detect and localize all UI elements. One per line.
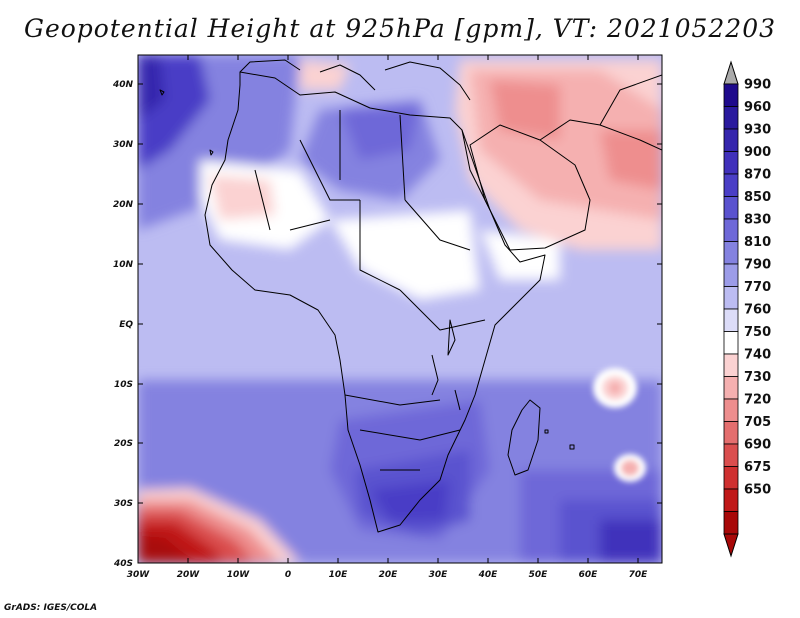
lon-label: 60E [579,570,599,580]
colorbar-level-label: 770 [744,280,771,295]
colorbar-level-label: 870 [744,168,771,183]
colorbar-swatch [723,263,739,287]
longitude-axis [187,55,639,563]
latitude-axis [138,83,662,504]
colorbar-top-arrow [723,60,739,85]
colorbar-bottom-arrow [723,533,739,558]
colorbar-level-label: 790 [744,258,771,273]
lon-label: 10W [227,570,251,580]
colorbar-swatch [723,398,739,422]
colorbar-level-label: 690 [744,438,771,453]
colorbar: 990 960 930 900 870 850 830 810 790 770 760 750 740 7… [723,60,771,558]
colorbar-level-label: 830 [744,213,771,228]
grads-credit: GrADS: IGES/COLA [4,603,98,613]
map-title: Geopotential Height at 925hPa [gpm], VT:… [23,14,777,43]
lon-label: 10E [329,570,349,580]
lat-label: EQ [119,320,133,330]
coastlines [159,59,662,533]
lon-label: 30W [127,570,151,580]
colorbar-swatch [723,443,739,467]
colorbar-swatch [723,151,739,175]
colorbar-swatch [723,353,739,377]
colorbar-level-label: 705 [744,415,771,430]
lat-label: 30S [114,499,133,509]
colorbar-level-label: 740 [744,348,771,363]
lon-label: 50E [529,570,549,580]
lon-label: 70E [629,570,649,580]
lat-label: 20S [114,439,133,449]
colorbar-swatch [723,466,739,490]
colorbar-swatch [723,83,739,107]
lat-label: 20N [113,200,134,210]
latitude-labels: 40N 30N 20N 10N EQ 10S 20S 30S 40S [112,80,134,569]
colorbar-level-label: 760 [744,303,771,318]
colorbar-level-label: 900 [744,145,771,160]
lon-label: 30E [429,570,449,580]
lon-label: 0 [285,570,291,580]
colorbar-swatch [723,488,739,512]
lon-label: 20W [177,570,201,580]
colorbar-level-label: 675 [744,460,771,475]
colorbar-swatch [723,421,739,445]
lat-label: 40S [113,559,133,569]
lat-label: 40N [112,80,134,90]
lat-label: 10N [113,260,134,270]
lat-label: 10S [114,380,133,390]
colorbar-swatch [723,286,739,310]
colorbar-level-label: 730 [744,370,771,385]
colorbar-swatch [723,196,739,220]
colorbar-swatch [723,173,739,197]
lon-label: 40E [478,570,499,580]
colorbar-swatch [723,511,739,535]
height-field [138,55,662,563]
colorbar-swatch [723,331,739,355]
lat-label: 30N [113,140,134,150]
colorbar-level-label: 850 [744,190,771,205]
colorbar-level-label: 810 [744,235,771,250]
colorbar-level-label: 720 [744,393,771,408]
colorbar-swatch [723,106,739,130]
colorbar-swatch [723,241,739,265]
colorbar-boxes [723,83,739,535]
colorbar-labels: 990 960 930 900 870 850 830 810 790 770 760 750 740 7… [744,78,771,498]
colorbar-level-label: 990 [744,78,771,93]
colorbar-swatch [723,128,739,152]
colorbar-level-label: 930 [744,123,771,138]
colorbar-swatch [723,376,739,400]
colorbar-level-label: 650 [744,483,771,498]
colorbar-swatch [723,308,739,332]
map-frame [137,54,663,564]
longitude-labels: 30W 20W 10W 0 10E 20E 30E 40E 50E 60E 70… [127,570,648,580]
lon-label: 20E [379,570,399,580]
colorbar-level-label: 750 [744,325,771,340]
colorbar-level-label: 960 [744,100,771,115]
colorbar-swatch [723,218,739,242]
